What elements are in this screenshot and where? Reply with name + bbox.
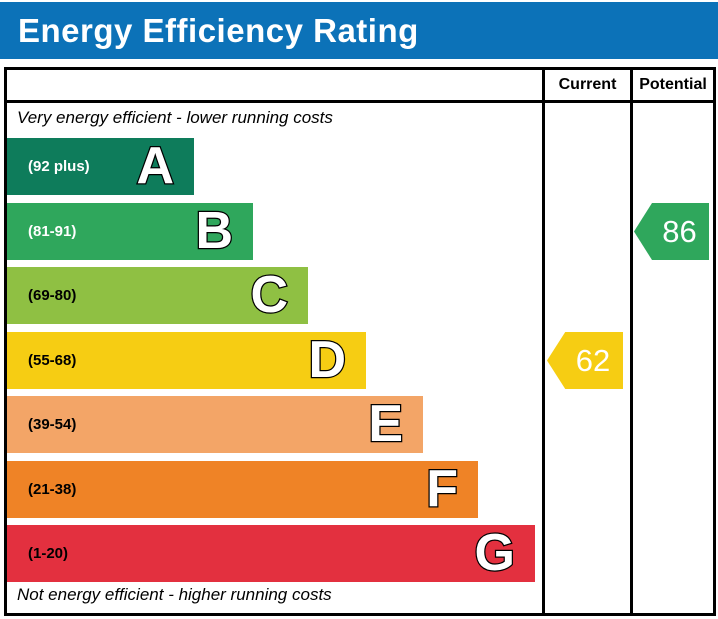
band-c: (69-80) C	[7, 265, 308, 325]
current-column-divider	[542, 67, 545, 616]
band-f-letter: F	[425, 459, 459, 519]
band-f-range-label: (21-38)	[28, 481, 77, 498]
band-a-letter: A	[135, 136, 175, 196]
potential-column-header: Potential	[639, 76, 707, 93]
band-b: (81-91) B	[7, 201, 253, 261]
current-column-header: Current	[558, 76, 617, 93]
band-a: (92 plus) A	[7, 136, 194, 196]
band-g-letter: G	[473, 523, 516, 583]
band-b-letter: B	[194, 201, 234, 261]
band-a-range-label: (92 plus)	[28, 158, 90, 175]
potential-rating-value: 86	[662, 213, 697, 249]
caption-not-efficient: Not energy efficient - higher running co…	[17, 585, 332, 604]
title-bar: Energy Efficiency Rating	[0, 2, 718, 59]
band-e-letter: E	[367, 394, 404, 454]
band-d-range-label: (55-68)	[28, 352, 77, 369]
band-b-range-label: (81-91)	[28, 223, 77, 240]
band-g-range-label: (1-20)	[28, 545, 69, 562]
band-g: (1-20) G	[7, 523, 535, 583]
current-rating-value: 62	[575, 342, 611, 378]
band-d-letter: D	[307, 330, 347, 390]
band-f: (21-38) F	[7, 459, 478, 519]
current-rating-arrow: 62	[547, 332, 623, 389]
band-d: (55-68) D	[7, 330, 366, 390]
band-e-range-label: (39-54)	[28, 416, 77, 433]
caption-very-efficient: Very energy efficient - lower running co…	[17, 108, 333, 127]
page-title: Energy Efficiency Rating	[18, 11, 419, 49]
band-c-letter: C	[249, 265, 289, 325]
band-c-range-label: (69-80)	[28, 287, 77, 304]
header-row-divider	[4, 100, 716, 103]
band-e: (39-54) E	[7, 394, 423, 454]
potential-rating-arrow: 86	[634, 203, 709, 260]
potential-column-divider	[630, 67, 633, 616]
